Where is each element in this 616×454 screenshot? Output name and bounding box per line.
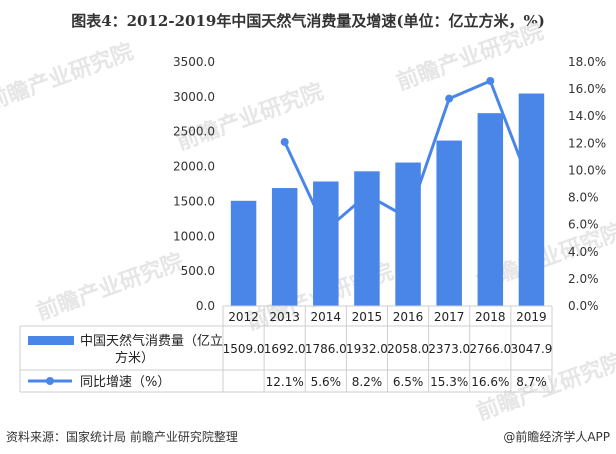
bar-value-label: 2373.0 (428, 342, 470, 356)
y-right-tick-label: 0.0% (568, 299, 599, 313)
line-series (280, 76, 536, 235)
bar (395, 162, 421, 306)
line-value-label: 12.1% (266, 375, 304, 389)
y-right-tick-label: 4.0% (568, 245, 599, 259)
y-right-tick-label: 16.0% (568, 82, 606, 96)
line-value-label: 8.7% (516, 375, 547, 389)
y-right-tick-label: 2.0% (568, 272, 599, 286)
bar (518, 93, 545, 307)
legend-swatch-marker (46, 377, 54, 385)
line-value-label: 5.6% (311, 375, 342, 389)
legend-swatch-bar (28, 336, 74, 345)
y-left-tick-label: 1000.0 (173, 229, 215, 243)
watermark-text: 前瞻产业研究院 (33, 249, 187, 326)
bar-series (230, 93, 545, 307)
legend-label-bar: 中国天然气消费量（亿立方米） (80, 333, 223, 366)
bar-value-label: 2766.0 (469, 342, 511, 356)
x-tick-label: 2014 (311, 310, 342, 324)
y-left-tick-label: 1500.0 (173, 194, 215, 208)
bar (436, 140, 462, 306)
x-tick-label: 2017 (434, 310, 465, 324)
line-point (486, 76, 495, 85)
bar (477, 113, 504, 306)
line-point (527, 184, 536, 193)
line-value-label: 6.5% (393, 375, 424, 389)
x-tick-label: 2018 (475, 310, 506, 324)
bar-value-label: 1692.0 (264, 342, 306, 356)
y-right-tick-label: 12.0% (568, 136, 606, 150)
bar-value-label: 3047.9 (510, 342, 552, 356)
axes: 0.0 500.0 1000.0 1500.0 2000.0 2500.0 3000.0 35… (173, 55, 606, 313)
data-table: 2012 2013 2014 2015 2016 2017 2018 2019 中国天然气消费量… (19, 305, 553, 393)
y-left-tick-label: 3500.0 (173, 55, 215, 69)
x-tick-label: 2013 (269, 310, 300, 324)
y-left-tick-label: 500.0 (181, 264, 215, 278)
line-point (445, 94, 454, 103)
x-tick-label: 2015 (352, 310, 383, 324)
chart-title: 图表4：2012-2019年中国天然气消费量及增速(单位：亿立方米，%) (71, 12, 545, 30)
bar-value-label: 1509.0 (223, 342, 265, 356)
bar (230, 200, 257, 306)
line-point (280, 137, 289, 146)
watermark-text: 前瞻产业研究院 (393, 19, 547, 96)
y-right-tick-label: 14.0% (568, 109, 606, 123)
x-tick-label: 2019 (516, 310, 547, 324)
y-left-tick-label: 2000.0 (173, 160, 215, 174)
line-value-label: 16.6% (471, 375, 509, 389)
source-note: 资料来源：国家统计局 前瞻产业研究院整理 (6, 430, 238, 444)
line-point (362, 190, 371, 199)
bar-value-label: 1786.0 (305, 342, 347, 356)
bar (271, 188, 298, 306)
line-value-label: 15.3% (430, 375, 468, 389)
y-left-tick-label: 2500.0 (173, 125, 215, 139)
y-right-tick-label: 6.0% (568, 218, 599, 232)
y-left-tick-label: 0.0 (196, 299, 215, 313)
y-right-tick-label: 10.0% (568, 163, 606, 177)
bar (313, 181, 339, 306)
x-tick-label: 2012 (228, 310, 259, 324)
line-point (321, 226, 330, 235)
y-right-tick-label: 8.0% (568, 191, 599, 205)
legend-label-line: 同比增速（%） (80, 375, 170, 390)
y-right-tick-label: 18.0% (568, 55, 606, 69)
x-tick-label: 2016 (393, 310, 424, 324)
line-value-label: 8.2% (352, 375, 383, 389)
line-point (404, 213, 413, 222)
y-left-tick-label: 3000.0 (173, 90, 215, 104)
bar-value-label: 1932.0 (346, 342, 388, 356)
brand-credit: @前瞻经济学人APP (503, 430, 610, 444)
bar-value-label: 2058.0 (387, 342, 429, 356)
watermark-text: 前瞻产业研究院 (0, 39, 137, 116)
